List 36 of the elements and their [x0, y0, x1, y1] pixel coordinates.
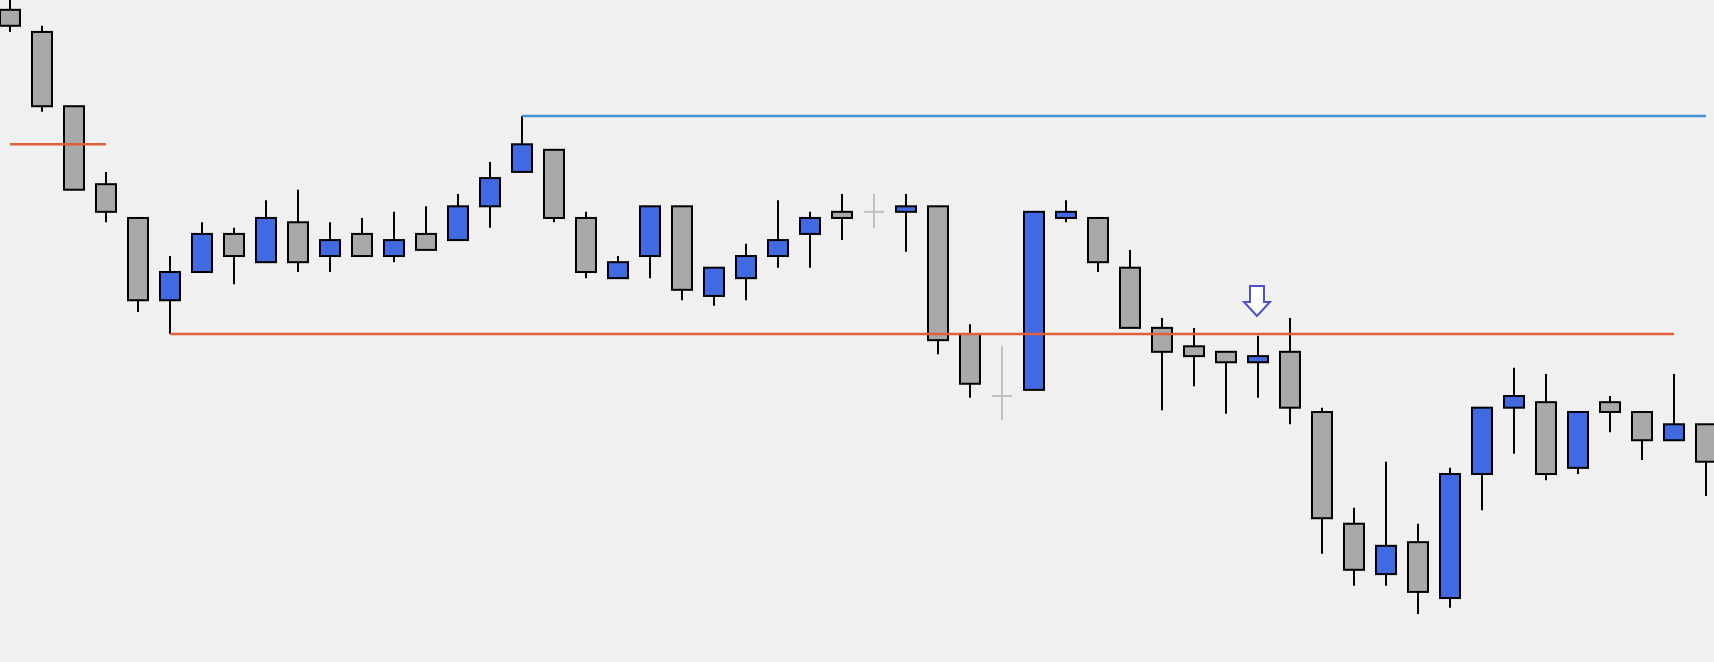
candlestick [223, 226, 245, 286]
candlestick [1183, 326, 1205, 388]
candlestick [1695, 423, 1714, 498]
candlestick [319, 221, 341, 273]
candlestick [191, 221, 213, 273]
candlestick [1631, 410, 1653, 461]
candlestick [1663, 372, 1685, 442]
candlestick [255, 199, 277, 264]
candlestick [767, 199, 789, 269]
candlestick [1215, 350, 1237, 415]
candlestick [831, 193, 853, 242]
candlestick [415, 205, 437, 251]
candlestick [1343, 506, 1365, 587]
candlestick [607, 255, 629, 280]
candlestick [1503, 366, 1525, 455]
candlestick [479, 161, 501, 229]
candlestick [0, 0, 21, 33]
candlestick [1087, 216, 1109, 273]
candlestick [511, 115, 533, 173]
candlestick [703, 266, 725, 307]
candlestick [991, 345, 1013, 421]
candlestick [383, 210, 405, 264]
candlestick [799, 210, 821, 269]
candlestick [863, 193, 885, 229]
candlestick [351, 216, 373, 258]
candlestick [287, 188, 309, 273]
candlestick [1375, 460, 1397, 587]
candlestick [95, 170, 117, 224]
candlestick [1247, 334, 1269, 399]
candlestick [447, 193, 469, 242]
candlestick [895, 193, 917, 253]
candlestick [1151, 317, 1173, 412]
candlestick [1599, 395, 1621, 434]
candlestick [159, 255, 181, 336]
candlestick [1055, 199, 1077, 224]
candlestick [735, 242, 757, 302]
